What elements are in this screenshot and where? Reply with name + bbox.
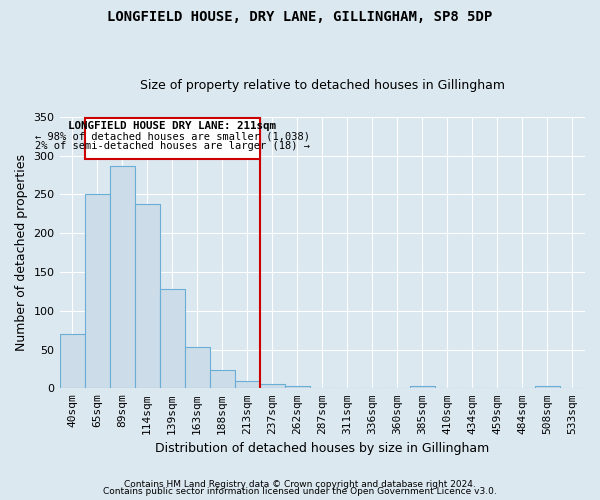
Text: LONGFIELD HOUSE DRY LANE: 211sqm: LONGFIELD HOUSE DRY LANE: 211sqm: [68, 122, 276, 132]
Bar: [185, 347, 209, 389]
Text: 2% of semi-detached houses are larger (18) →: 2% of semi-detached houses are larger (1…: [35, 141, 310, 151]
Bar: [260, 384, 285, 388]
Text: ← 98% of detached houses are smaller (1,038): ← 98% of detached houses are smaller (1,…: [35, 132, 310, 141]
Y-axis label: Number of detached properties: Number of detached properties: [15, 154, 28, 351]
FancyBboxPatch shape: [85, 118, 260, 160]
Text: Contains public sector information licensed under the Open Government Licence v3: Contains public sector information licen…: [103, 487, 497, 496]
Bar: [209, 370, 235, 388]
Bar: [535, 386, 560, 388]
Bar: [110, 166, 134, 388]
Title: Size of property relative to detached houses in Gillingham: Size of property relative to detached ho…: [140, 79, 505, 92]
Bar: [85, 194, 110, 388]
Bar: [134, 204, 160, 388]
Text: LONGFIELD HOUSE, DRY LANE, GILLINGHAM, SP8 5DP: LONGFIELD HOUSE, DRY LANE, GILLINGHAM, S…: [107, 10, 493, 24]
Bar: [285, 386, 310, 388]
Bar: [59, 334, 85, 388]
Bar: [410, 386, 435, 388]
Text: Contains HM Land Registry data © Crown copyright and database right 2024.: Contains HM Land Registry data © Crown c…: [124, 480, 476, 489]
Bar: [235, 380, 260, 388]
Bar: [160, 289, 185, 388]
X-axis label: Distribution of detached houses by size in Gillingham: Distribution of detached houses by size …: [155, 442, 490, 455]
